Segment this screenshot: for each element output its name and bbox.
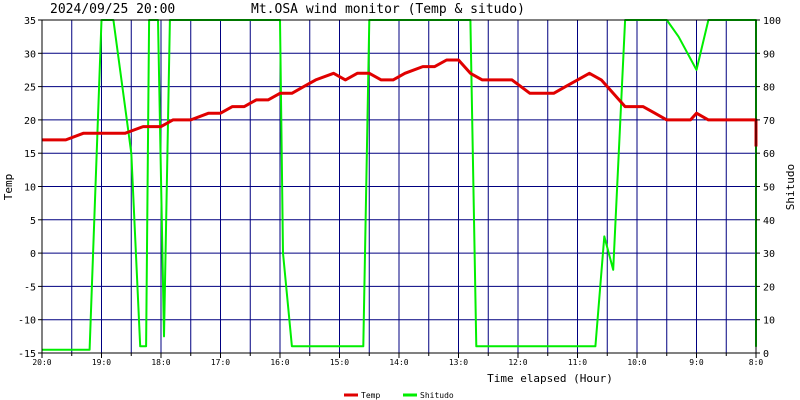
x-axis-ticks: 20:0 19:0 18:0 17:0 16:0 15:0 14:0 13:0 12:0 11:0…	[32, 353, 763, 367]
left-tick-label: 25	[24, 83, 36, 94]
x-tick-label: 12:0	[508, 358, 527, 367]
x-tick-label: 20:0	[32, 358, 51, 367]
y-left-axis-label: Temp	[2, 174, 15, 201]
right-tick-label: 80	[763, 83, 775, 94]
right-tick-label: 10	[763, 316, 775, 327]
legend-temp-label: Temp	[361, 391, 380, 400]
header-timestamp: 2024/09/25 20:00	[50, 2, 175, 17]
x-tick-label: 17:0	[211, 358, 230, 367]
right-tick-label: 20	[763, 282, 775, 293]
left-tick-label: 20	[24, 116, 36, 127]
right-tick-label: 30	[763, 249, 775, 260]
x-tick-label: 13:0	[449, 358, 468, 367]
legend-humidity-label: Shitudo	[420, 391, 454, 400]
temp-line	[42, 58, 758, 147]
right-tick-label: 100	[763, 16, 781, 27]
right-tick-label: 90	[763, 49, 775, 60]
x-tick-label: 8:0	[749, 358, 764, 367]
left-tick-label: -15	[18, 349, 36, 360]
x-tick-label: 19:0	[92, 358, 111, 367]
left-tick-label: 15	[24, 149, 36, 160]
x-tick-label: 9:0	[689, 358, 704, 367]
legend: Temp Shitudo	[344, 391, 454, 400]
y-right-axis-label: Shitudo	[784, 164, 797, 210]
right-tick-label: 0	[763, 349, 769, 360]
left-tick-label: 5	[30, 216, 36, 227]
right-tick-label: 40	[763, 216, 775, 227]
left-tick-label: 0	[30, 249, 36, 260]
x-axis-label: Time elapsed (Hour)	[487, 372, 613, 385]
x-tick-label: 16:0	[270, 358, 289, 367]
chart-title: Mt.OSA wind monitor (Temp & situdo)	[251, 2, 525, 17]
left-tick-label: -10	[18, 316, 36, 327]
x-tick-label: 10:0	[627, 358, 646, 367]
right-tick-label: 60	[763, 149, 775, 160]
left-tick-label: 30	[24, 49, 36, 60]
left-axis-ticks: 35 30 25 20 15 10 5 0 -5 -10 -15	[18, 16, 42, 360]
x-tick-label: 18:0	[151, 358, 170, 367]
x-tick-label: 15:0	[330, 358, 349, 367]
right-tick-label: 70	[763, 116, 775, 127]
left-tick-label: -5	[24, 282, 36, 293]
x-tick-label: 11:0	[568, 358, 587, 367]
right-tick-label: 50	[763, 183, 775, 194]
left-tick-label: 10	[24, 183, 36, 194]
left-tick-label: 35	[24, 16, 36, 27]
x-tick-label: 14:0	[389, 358, 408, 367]
